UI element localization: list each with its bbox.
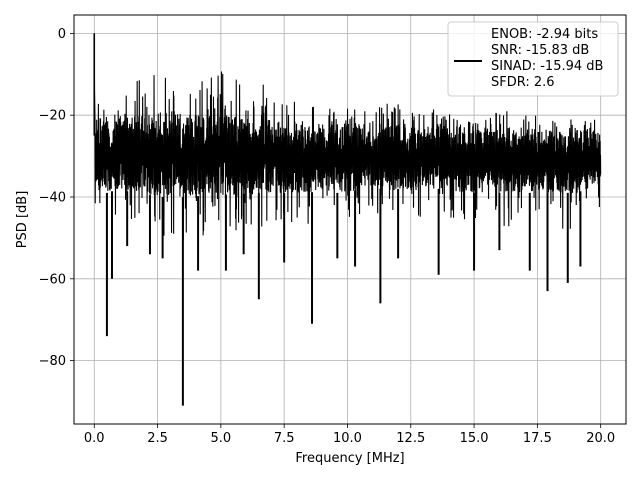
x-tick-label: 15.0	[460, 431, 489, 446]
legend-snr-text: SNR: -15.83 dB	[491, 43, 589, 58]
legend-enob-text: ENOB: -2.94 bits	[491, 27, 598, 42]
y-tick-label: −40	[39, 191, 66, 206]
x-tick-label: 17.5	[523, 431, 552, 446]
axes-frame	[73, 14, 627, 425]
axis-ticks: 0.0 2.5 5.0 7.5 10.0 12.5 15.0 17.5 20.0 0 −20 −40 −…	[39, 27, 616, 446]
x-tick-label: 0.0	[84, 431, 105, 446]
x-axis-label: Frequency [MHz]	[295, 451, 404, 466]
y-tick-label: −20	[39, 109, 66, 124]
x-tick-label: 2.5	[147, 431, 168, 446]
x-tick-label: 5.0	[211, 431, 232, 446]
y-tick-label: −60	[39, 272, 66, 287]
legend-box	[447, 21, 619, 97]
y-axis-label: PSD [dB]	[15, 191, 30, 249]
x-tick-label: 10.0	[333, 431, 362, 446]
y-tick-label: 0	[58, 27, 66, 42]
y-tick-label: −80	[39, 354, 66, 369]
legend: ENOB: -2.94 bits SNR: -15.83 dB SINAD: -…	[447, 21, 619, 97]
psd-trace	[93, 33, 602, 240]
legend-sfdr-text: SFDR: 2.6	[491, 75, 555, 90]
x-tick-label: 20.0	[586, 431, 615, 446]
legend-sinad-text: SINAD: -15.94 dB	[491, 59, 603, 74]
plot-data	[93, 33, 602, 406]
x-tick-label: 12.5	[396, 431, 425, 446]
x-tick-label: 7.5	[274, 431, 295, 446]
